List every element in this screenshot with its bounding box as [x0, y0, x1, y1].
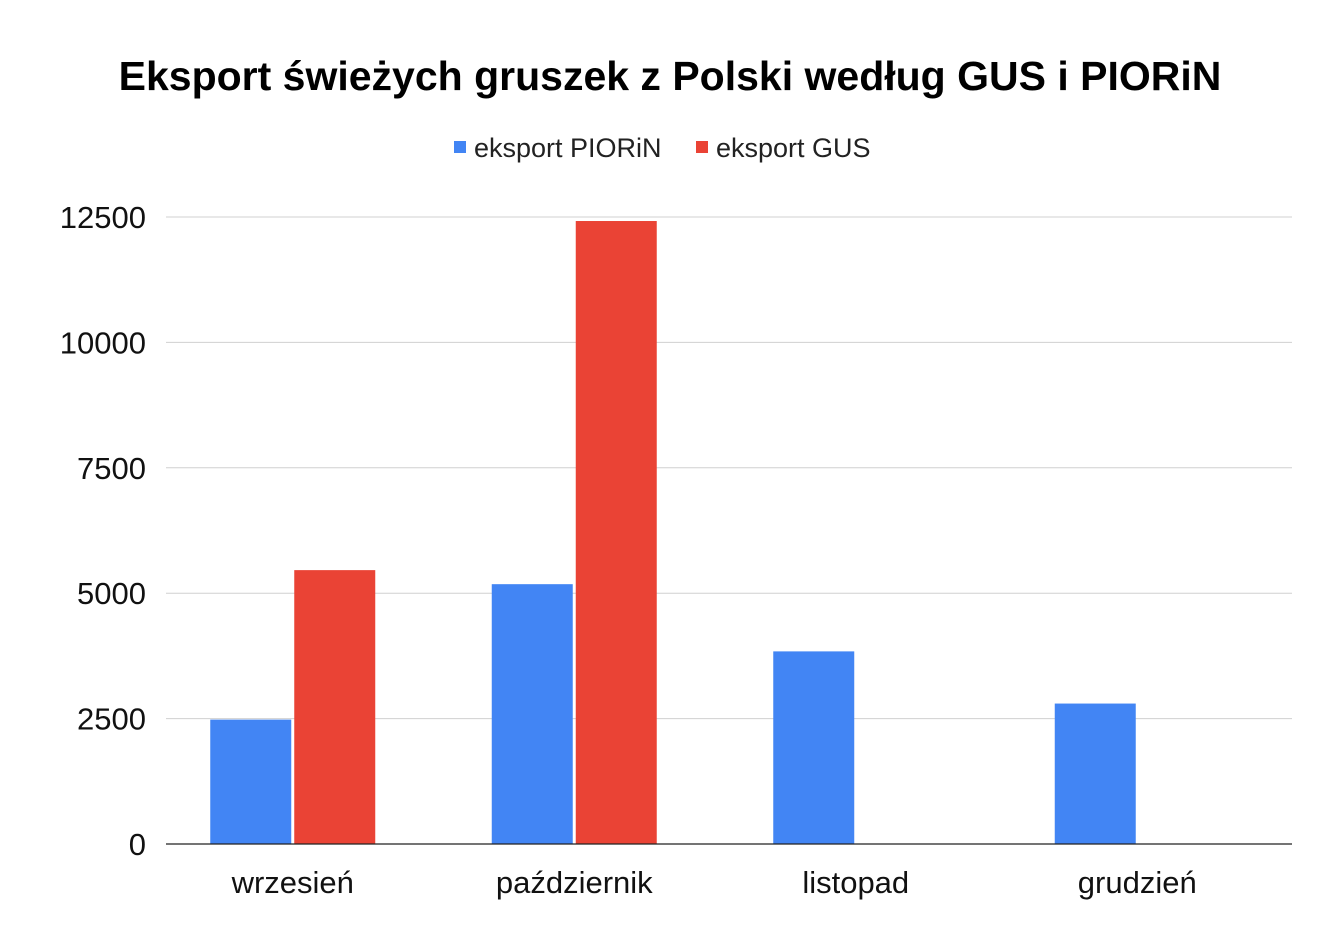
y-tick-label: 12500	[60, 200, 146, 235]
bar-piorin-1	[491, 584, 573, 844]
x-category-label: listopad	[802, 865, 909, 900]
legend-label-gus: eksport GUS	[716, 133, 871, 163]
bar-gus-1	[575, 221, 657, 844]
x-category-label: wrzesień	[231, 865, 354, 900]
bar-piorin-2	[773, 651, 855, 844]
x-category-label: grudzień	[1078, 865, 1197, 900]
legend-swatch-piorin	[454, 141, 466, 153]
bar-piorin-0	[210, 719, 292, 844]
y-tick-label: 2500	[77, 702, 146, 737]
legend: eksport PIORiN eksport GUS	[454, 133, 871, 163]
legend-swatch-gus	[696, 141, 708, 153]
chart-title: Eksport świeżych gruszek z Polski według…	[119, 53, 1222, 99]
bar-piorin-3	[1054, 703, 1136, 844]
x-category-label: październik	[496, 865, 653, 900]
y-tick-label: 10000	[60, 325, 146, 360]
y-tick-label: 5000	[77, 576, 146, 611]
y-tick-label: 7500	[77, 451, 146, 486]
x-axis-categories: wrzesień październik listopad grudzień	[231, 865, 1197, 900]
y-tick-label: 0	[129, 827, 146, 862]
bar-gus-0	[294, 570, 376, 844]
bars	[210, 221, 1136, 844]
y-axis-ticks: 0 2500 5000 7500 10000 12500	[60, 200, 146, 862]
legend-label-piorin: eksport PIORiN	[474, 133, 662, 163]
